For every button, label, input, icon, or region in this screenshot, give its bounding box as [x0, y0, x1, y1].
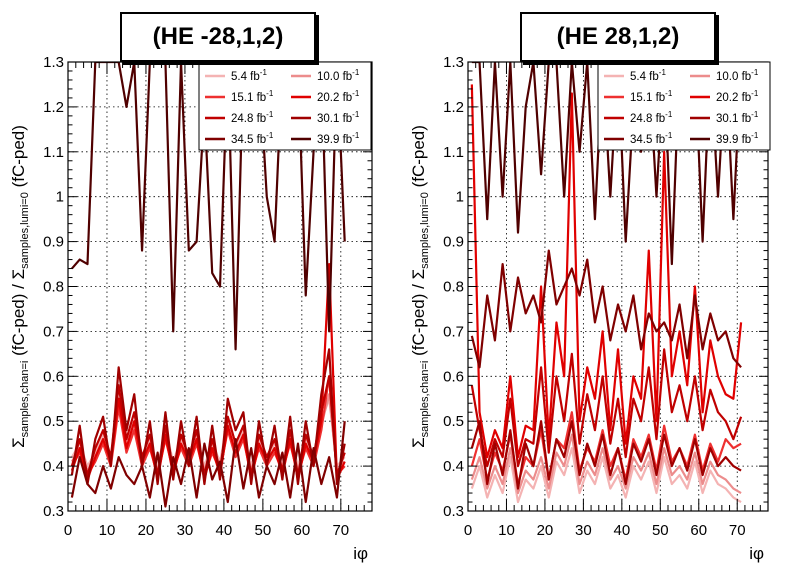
x-tick-label: 70: [729, 522, 746, 539]
y-tick-label: 0.4: [443, 458, 464, 475]
x-tick-label: 40: [614, 522, 631, 539]
y-tick-label: 0.5: [443, 413, 464, 430]
x-tick-label: 50: [652, 522, 669, 539]
x-axis-title: iφ: [749, 544, 764, 563]
series-line: [470, 348, 743, 468]
x-tick-label: 0: [64, 522, 72, 539]
y-tick-label: 0.6: [443, 368, 464, 385]
x-axis-title: iφ: [353, 544, 368, 563]
y-tick-label: 0.9: [43, 234, 64, 251]
y-tick-label: 0.7: [43, 323, 64, 340]
y-tick-label: 1.3: [43, 54, 64, 71]
legend-box: [198, 61, 372, 151]
y-tick-label: 0.6: [43, 368, 64, 385]
legend-label: 10.0 fb-1: [317, 68, 360, 83]
legend-label: 39.9 fb-1: [716, 131, 759, 146]
y-tick-label: 0.8: [443, 279, 464, 296]
y-tick-label: 0.8: [43, 279, 64, 296]
legend-label: 20.2 fb-1: [716, 89, 759, 104]
x-tick-label: 20: [138, 522, 155, 539]
y-tick-label: 1: [56, 189, 64, 206]
y-tick-label: 0.5: [43, 413, 64, 430]
y-tick-label: 0.7: [443, 323, 464, 340]
legend-label: 5.4 fb-1: [630, 68, 666, 83]
series-line: [470, 420, 742, 490]
y-tick-label: 1: [456, 189, 464, 206]
legend-label: 5.4 fb-1: [231, 68, 267, 83]
x-tick-label: 0: [464, 522, 472, 539]
y-tick-label: 0.3: [443, 503, 464, 520]
y-tick-label: 0.3: [43, 503, 64, 520]
series-line: [470, 447, 742, 504]
x-tick-label: 20: [537, 522, 554, 539]
legend-label: 10.0 fb-1: [716, 68, 759, 83]
chart-panel-0: 0.3 0.4 0.5 0.6 0.7 0.8 0.9 1 1.1 1.2 1.3 0 10 20 30 40…: [9, 54, 373, 563]
y-tick-label: 1.3: [443, 54, 464, 71]
y-tick-label: 0.9: [443, 234, 464, 251]
legend-label: 24.8 fb-1: [231, 110, 274, 125]
x-tick-label: 60: [690, 522, 707, 539]
x-tick-label: 60: [294, 522, 311, 539]
y-tick-label: 1.1: [43, 144, 64, 161]
series-line: [470, 249, 742, 369]
x-tick-label: 30: [575, 522, 592, 539]
legend-label: 30.1 fb-1: [716, 110, 759, 125]
x-tick-label: 50: [255, 522, 272, 539]
legend-label: 39.9 fb-1: [317, 131, 360, 146]
legend-label: 15.1 fb-1: [630, 89, 673, 104]
chart-title: (HE 28,1,2): [520, 12, 716, 62]
legend-label: 30.1 fb-1: [317, 110, 360, 125]
legend-label: 24.8 fb-1: [630, 110, 673, 125]
series-line: [70, 421, 346, 508]
chart-title: (HE -28,1,2): [120, 12, 316, 62]
y-tick-label: 1.2: [443, 99, 464, 116]
x-tick-label: 10: [498, 522, 515, 539]
legend-label: 15.1 fb-1: [231, 89, 274, 104]
legend-box: [597, 61, 771, 151]
y-tick-label: 1.2: [43, 99, 64, 116]
x-tick-label: 10: [99, 522, 116, 539]
legend-label: 20.2 fb-1: [317, 89, 360, 104]
legend-label: 34.5 fb-1: [630, 131, 673, 146]
y-axis-title: Σsamples,chan=i (fC-ped) / Σsamples,lumi…: [409, 125, 431, 448]
x-tick-label: 70: [332, 522, 349, 539]
y-tick-label: 1.1: [443, 144, 464, 161]
x-tick-label: 30: [177, 522, 194, 539]
legend-label: 34.5 fb-1: [231, 131, 274, 146]
x-tick-label: 40: [216, 522, 233, 539]
y-tick-label: 0.4: [43, 458, 64, 475]
y-axis-title: Σsamples,chan=i (fC-ped) / Σsamples,lumi…: [9, 125, 31, 448]
series-line: [70, 348, 346, 486]
chart-panel-1: 0.3 0.4 0.5 0.6 0.7 0.8 0.9 1 1.1 1.2 1.3 0 10 20 30 40…: [409, 54, 771, 563]
